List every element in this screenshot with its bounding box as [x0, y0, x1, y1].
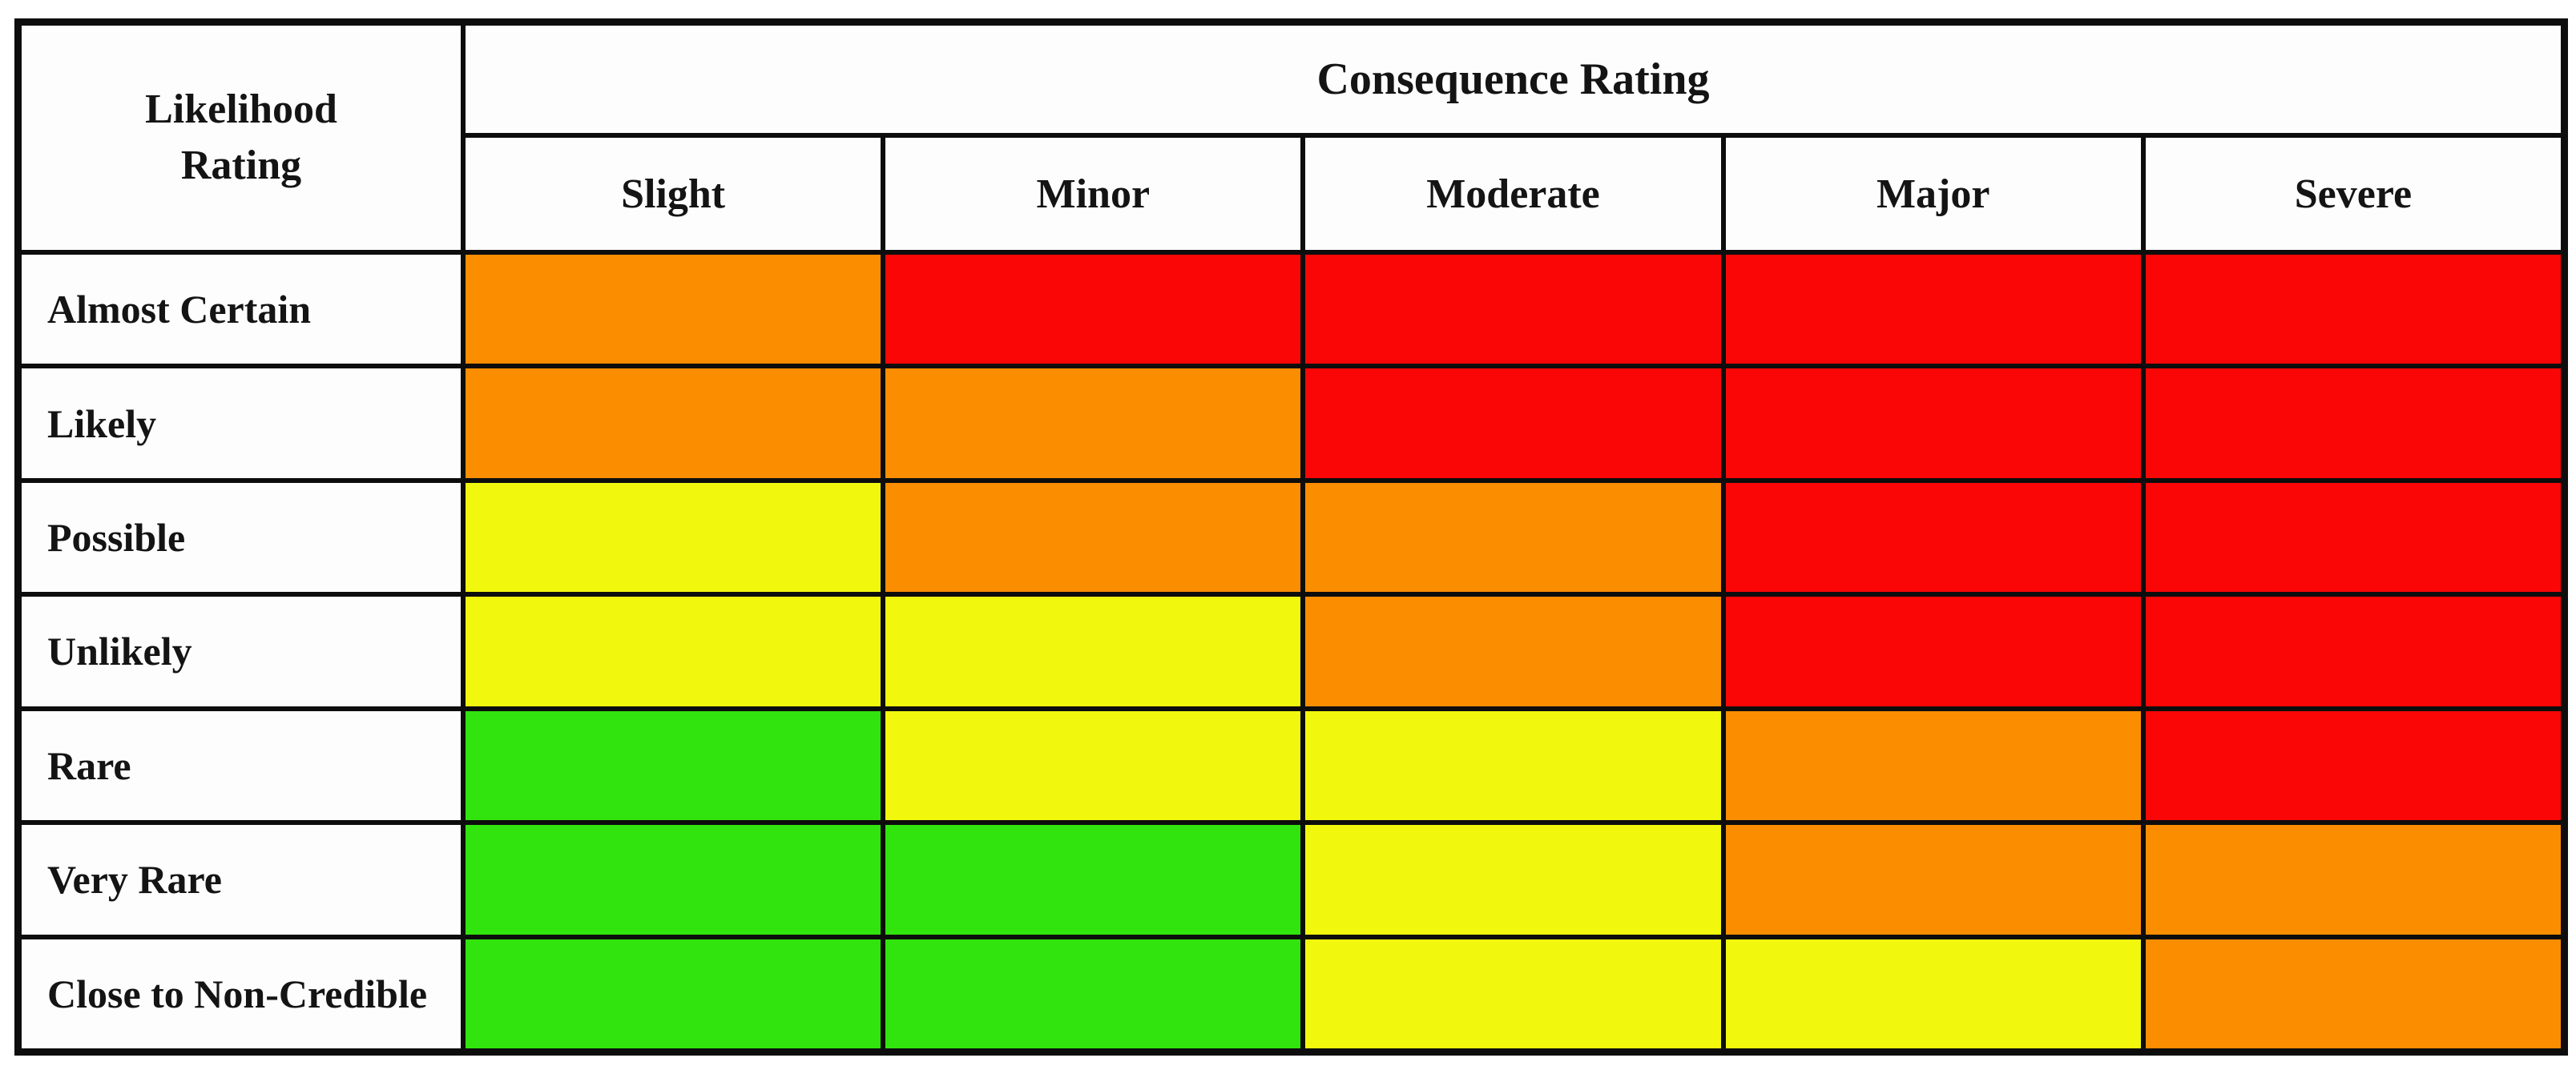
consequence-rating-header: Consequence Rating — [466, 26, 2561, 133]
cell-rare-moderate — [1305, 710, 1721, 821]
row-label-possible: Possible — [22, 482, 461, 593]
cell-almost-certain-slight — [466, 255, 881, 364]
column-header-moderate: Moderate — [1305, 138, 1721, 250]
cell-likely-severe — [2145, 368, 2561, 478]
cell-unlikely-moderate — [1305, 597, 1721, 706]
cell-close-to-non-credible-major — [1725, 939, 2141, 1048]
cell-very-rare-major — [1725, 825, 2141, 935]
cell-possible-minor — [885, 482, 1301, 593]
row-label-rare: Rare — [22, 710, 461, 821]
column-header-minor: Minor — [885, 138, 1301, 250]
cell-very-rare-minor — [885, 825, 1301, 935]
cell-rare-minor — [885, 710, 1301, 821]
cell-possible-major — [1725, 482, 2141, 593]
cell-almost-certain-moderate — [1305, 255, 1721, 364]
row-label-very-rare: Very Rare — [22, 825, 461, 935]
row-label-likely: Likely — [22, 368, 461, 478]
risk-matrix-table: Likelihood Rating Consequence Rating Sli… — [14, 18, 2568, 1056]
cell-rare-severe — [2145, 710, 2561, 821]
cell-unlikely-major — [1725, 597, 2141, 706]
cell-unlikely-slight — [466, 597, 881, 706]
cell-almost-certain-minor — [885, 255, 1301, 364]
cell-close-to-non-credible-severe — [2145, 939, 2561, 1048]
cell-likely-major — [1725, 368, 2141, 478]
likelihood-rating-header: Likelihood Rating — [22, 26, 461, 250]
cell-unlikely-severe — [2145, 597, 2561, 706]
cell-rare-slight — [466, 710, 881, 821]
cell-likely-slight — [466, 368, 881, 478]
column-header-severe: Severe — [2145, 138, 2561, 250]
cell-close-to-non-credible-slight — [466, 939, 881, 1048]
cell-possible-moderate — [1305, 482, 1721, 593]
column-header-slight: Slight — [466, 138, 881, 250]
cell-close-to-non-credible-minor — [885, 939, 1301, 1048]
likelihood-rating-header-label: Likelihood Rating — [145, 86, 337, 188]
cell-rare-major — [1725, 710, 2141, 821]
cell-unlikely-minor — [885, 597, 1301, 706]
cell-close-to-non-credible-moderate — [1305, 939, 1721, 1048]
cell-likely-minor — [885, 368, 1301, 478]
cell-very-rare-slight — [466, 825, 881, 935]
row-label-unlikely: Unlikely — [22, 597, 461, 706]
column-header-major: Major — [1725, 138, 2141, 250]
cell-almost-certain-severe — [2145, 255, 2561, 364]
cell-very-rare-severe — [2145, 825, 2561, 935]
row-label-close-to-non-credible: Close to Non-Credible — [22, 939, 461, 1048]
cell-possible-severe — [2145, 482, 2561, 593]
consequence-rating-header-label: Consequence Rating — [1316, 54, 1710, 104]
cell-possible-slight — [466, 482, 881, 593]
cell-almost-certain-major — [1725, 255, 2141, 364]
row-label-almost-certain: Almost Certain — [22, 255, 461, 364]
cell-likely-moderate — [1305, 368, 1721, 478]
cell-very-rare-moderate — [1305, 825, 1721, 935]
